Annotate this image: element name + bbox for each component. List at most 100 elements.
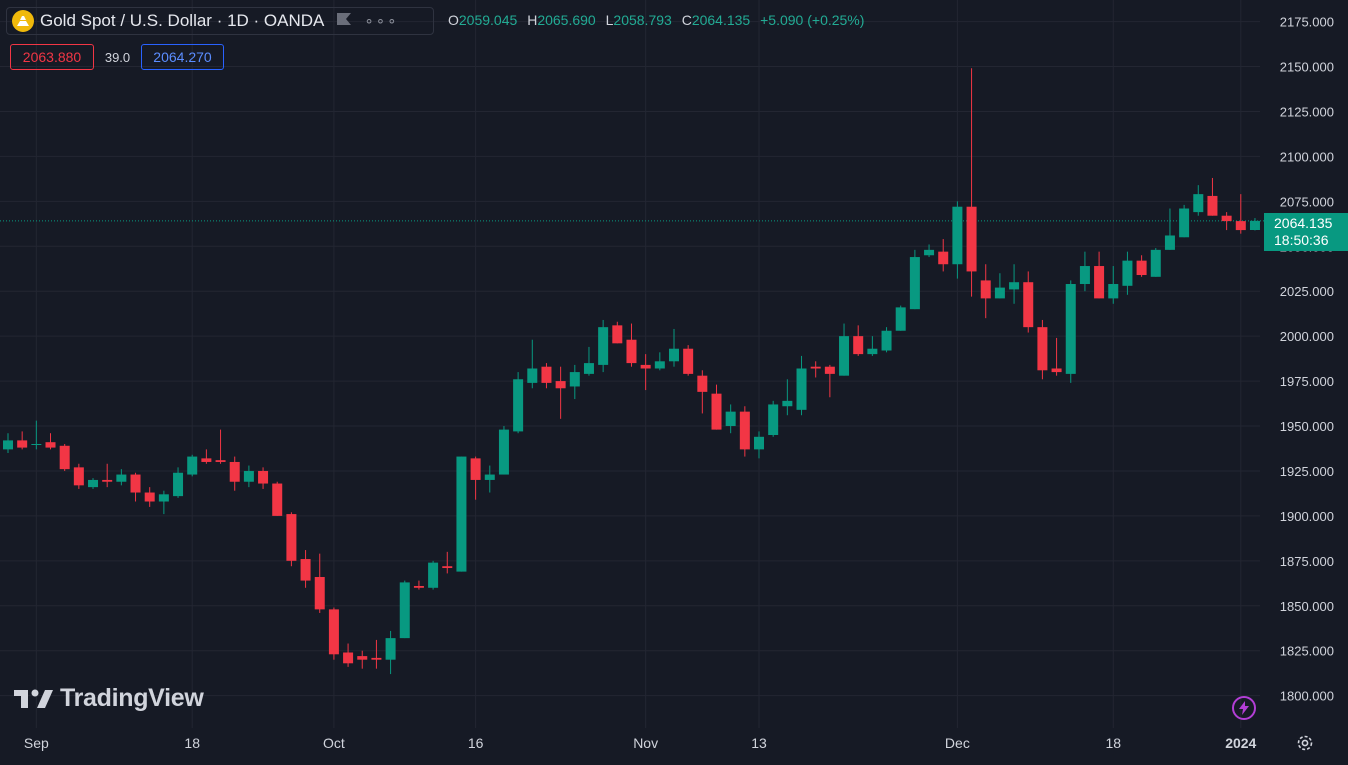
candle [881,327,892,353]
candle-body [966,206,977,272]
time-axis[interactable]: Sep 18 Oct 16 Nov 13 Dec 18 2024 [24,735,1257,751]
candle-body [1164,235,1175,250]
candle-body [1108,284,1119,299]
candle [229,456,240,491]
x-tick-label: Dec [945,735,970,751]
candle [45,433,56,450]
open-label: O [448,12,459,28]
candle-body [768,404,779,436]
candle-body [173,472,184,497]
candle-body [258,470,269,484]
y-tick-label: 2075.000 [1280,194,1334,209]
symbol-legend[interactable]: Gold Spot / U.S. Dollar · 1D · OANDA ∘∘∘ [6,7,434,35]
last-price-tag: 2064.135 18:50:36 [1264,213,1348,251]
candle-body [1122,260,1133,286]
candle-body [484,474,495,480]
candle-body [654,361,665,369]
candle-body [1037,327,1048,371]
last-price-value: 2064.135 [1274,215,1333,231]
close-label: C [681,12,692,28]
watermark-text: TradingView [60,684,204,712]
candle-body [1179,208,1190,238]
candle [541,363,552,389]
y-tick-label: 1800.000 [1280,689,1334,704]
gear-icon[interactable] [1295,733,1315,753]
candles [3,68,1260,675]
candle-body [201,458,212,462]
candle [357,650,368,669]
candle-body [924,249,935,256]
candle [583,346,594,376]
candle [612,321,623,344]
x-tick-label: 18 [1105,735,1121,751]
candle [725,404,736,434]
x-tick-label: Nov [633,735,658,751]
candle [1179,204,1190,238]
flag-icon[interactable] [336,12,352,30]
candle [470,456,481,500]
candle [413,580,424,590]
change-value: +5.090 (+0.25%) [760,12,865,28]
candle [428,560,439,590]
x-tick-label: 18 [184,735,200,751]
y-tick-label: 1900.000 [1280,509,1334,524]
candle [1136,255,1147,277]
candle-body [569,372,580,387]
symbol-title[interactable]: Gold Spot / U.S. Dollar · 1D · OANDA [40,11,325,30]
candle [1065,280,1076,383]
lightning-icon[interactable] [1232,696,1256,720]
candle [1051,337,1062,376]
candle-body [31,443,42,445]
tradingview-watermark[interactable]: TradingView [14,684,204,713]
candle [867,336,878,356]
candle-body [583,363,594,374]
candle-body [243,470,254,482]
candle [640,354,651,391]
interval-label: 1D [227,11,249,30]
buy-button[interactable]: 2064.270 [141,44,224,70]
trade-buttons: 2063.880 39.0 2064.270 [10,43,224,71]
candle [258,467,269,489]
candle [782,379,793,416]
candle [768,400,779,437]
candle [513,372,524,434]
candle [73,463,84,489]
candle [1164,208,1175,250]
candle-body [428,562,439,588]
high-label: H [527,12,538,28]
candle-body [1023,282,1034,328]
candle-body [1249,220,1260,231]
candle [1094,251,1105,299]
open-value: 2059.045 [458,12,518,28]
x-tick-label: Oct [323,735,345,751]
candle [796,355,807,416]
candle [173,467,184,498]
candle [300,550,311,588]
candle [385,630,396,675]
candle [498,426,509,475]
candle-body [1009,282,1020,290]
candle [1221,212,1232,231]
candle-body [796,368,807,410]
high-value: 2065.690 [537,12,596,28]
y-tick-label: 1925.000 [1280,464,1334,479]
y-tick-label: 2025.000 [1280,284,1334,299]
candle [371,639,382,669]
candle [484,465,495,493]
candle-body [513,379,524,432]
sell-button[interactable]: 2063.880 [10,44,94,70]
candle-body [994,287,1005,299]
candle-body [881,330,892,351]
candle [966,68,977,297]
candle [1150,248,1161,277]
candle [555,366,566,419]
candle [1108,266,1119,304]
candle [1079,251,1090,292]
candle-body [286,514,297,561]
y-tick-label: 2125.000 [1280,104,1334,119]
x-tick-label: 13 [751,735,767,751]
candle-body [371,657,382,660]
price-axis[interactable]: 2175.000 2150.000 2125.000 2100.000 2075.000… [1280,15,1334,704]
more-dots-icon[interactable]: ∘∘∘ [364,13,399,30]
